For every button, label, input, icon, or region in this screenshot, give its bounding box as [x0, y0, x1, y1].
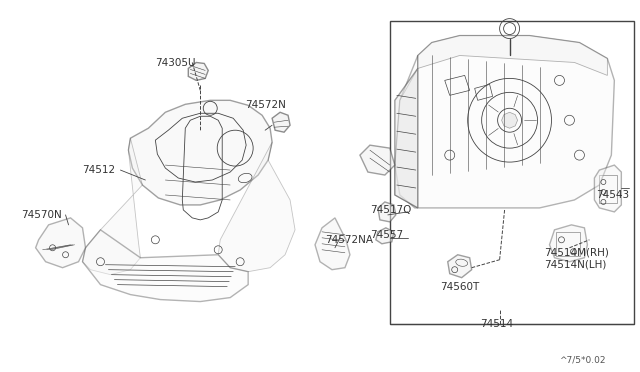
Polygon shape [315, 218, 350, 270]
Polygon shape [188, 62, 208, 80]
Polygon shape [129, 100, 272, 205]
Text: 74570N: 74570N [20, 210, 61, 220]
Text: 74514N(LH): 74514N(LH) [545, 260, 607, 270]
Bar [390, 20, 634, 324]
Polygon shape [395, 68, 418, 208]
Text: 74514: 74514 [479, 320, 513, 330]
Text: 74543: 74543 [596, 190, 630, 200]
Polygon shape [378, 202, 396, 222]
Text: 74557: 74557 [370, 230, 403, 240]
Polygon shape [218, 142, 295, 272]
Polygon shape [272, 112, 290, 132]
Text: 74512: 74512 [83, 165, 116, 175]
Polygon shape [376, 228, 394, 244]
Text: 74560T: 74560T [440, 282, 479, 292]
Polygon shape [418, 36, 607, 76]
Polygon shape [36, 218, 86, 268]
Polygon shape [502, 112, 518, 128]
Text: 74572NA: 74572NA [325, 235, 373, 245]
Polygon shape [83, 138, 142, 275]
Text: 74514M(RH): 74514M(RH) [545, 248, 609, 258]
Polygon shape [83, 230, 248, 302]
Polygon shape [595, 165, 621, 212]
Polygon shape [395, 36, 614, 208]
Polygon shape [448, 255, 472, 278]
Polygon shape [360, 145, 395, 175]
Text: 74305U: 74305U [156, 58, 196, 68]
Polygon shape [550, 225, 588, 262]
Text: 74517Q: 74517Q [370, 205, 412, 215]
Polygon shape [395, 55, 418, 208]
Text: ^7/5*0.02: ^7/5*0.02 [559, 355, 606, 364]
Text: 74572N: 74572N [245, 100, 286, 110]
